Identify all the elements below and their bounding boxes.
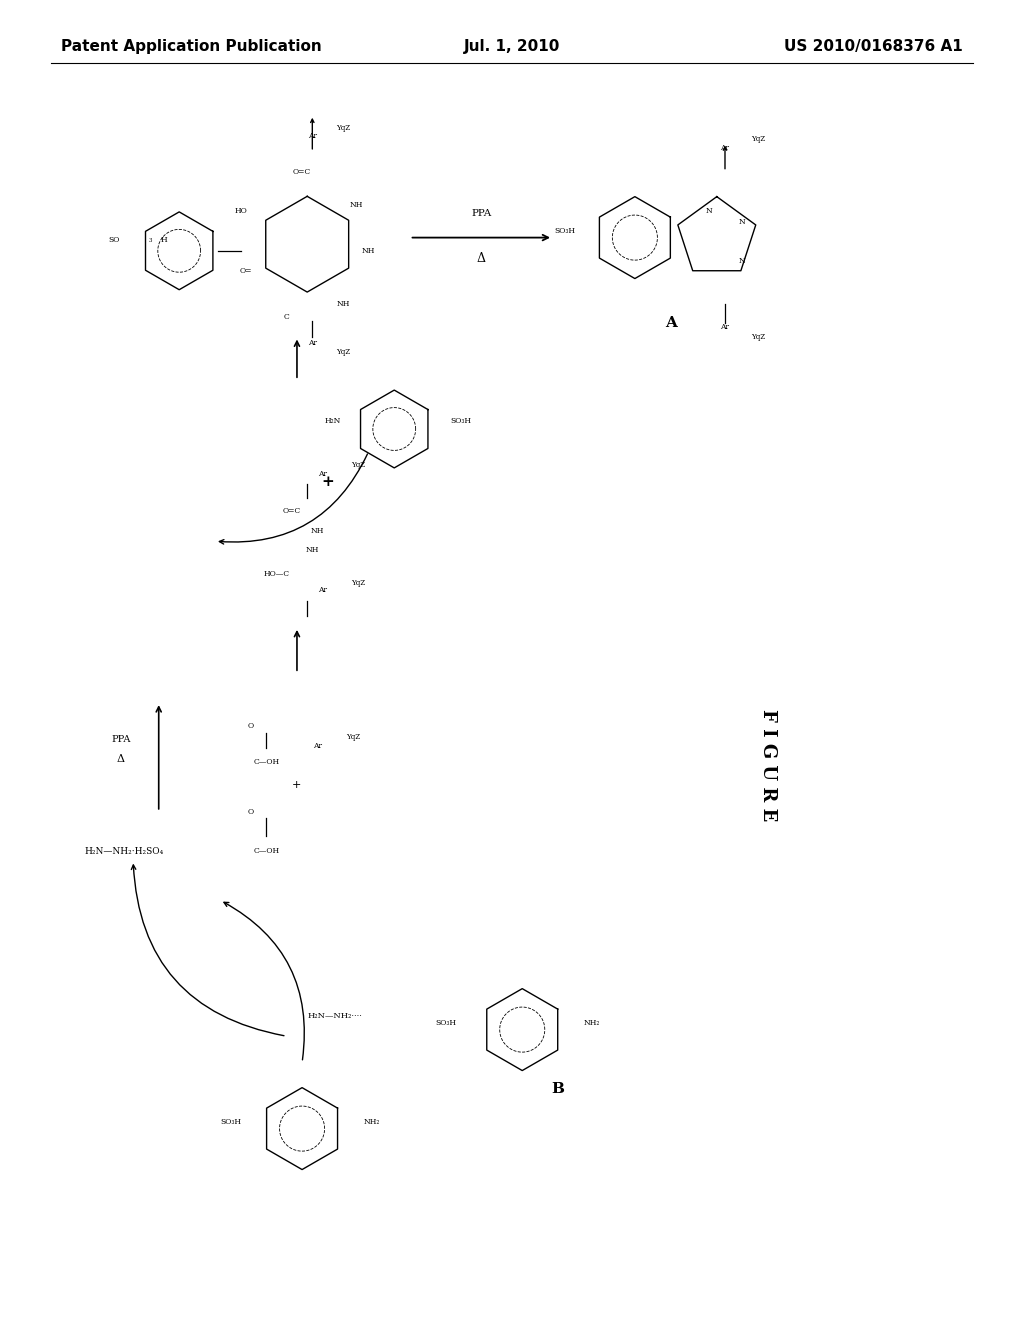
Text: SO₃H: SO₃H (451, 417, 471, 425)
Text: SO₃H: SO₃H (220, 1118, 241, 1126)
Text: NH: NH (310, 527, 325, 535)
Text: YqZ: YqZ (351, 461, 366, 469)
Text: C: C (284, 313, 290, 321)
Text: Ar: Ar (318, 586, 327, 594)
Text: A: A (665, 317, 677, 330)
Text: YqZ: YqZ (751, 135, 765, 143)
Text: Δ: Δ (117, 754, 125, 764)
Text: 3: 3 (148, 238, 152, 243)
Text: C—OH: C—OH (253, 758, 280, 766)
Text: YqZ: YqZ (346, 733, 360, 741)
Text: H₂N: H₂N (325, 417, 341, 425)
Text: NH₂: NH₂ (584, 1019, 600, 1027)
Text: HO—C: HO—C (263, 570, 290, 578)
Text: F I G U R E: F I G U R E (759, 709, 777, 822)
Text: YqZ: YqZ (751, 333, 765, 341)
Text: N: N (739, 257, 745, 265)
Text: YqZ: YqZ (351, 579, 366, 587)
Text: O: O (248, 722, 254, 730)
Text: Δ: Δ (477, 252, 485, 265)
Text: H: H (161, 236, 167, 244)
Text: B: B (552, 1082, 564, 1096)
Text: Ar: Ar (318, 470, 327, 478)
Text: O=C: O=C (293, 168, 311, 176)
Text: PPA: PPA (471, 210, 492, 218)
Text: US 2010/0168376 A1: US 2010/0168376 A1 (783, 38, 963, 54)
Text: N: N (739, 218, 745, 226)
Text: Jul. 1, 2010: Jul. 1, 2010 (464, 38, 560, 54)
Text: NH₂: NH₂ (364, 1118, 380, 1126)
Text: SO: SO (109, 236, 120, 244)
Text: +: + (322, 475, 334, 488)
Text: N: N (706, 207, 712, 215)
Text: Ar: Ar (721, 144, 729, 152)
Text: C—OH: C—OH (253, 847, 280, 855)
Text: H₂N—NH₂·H₂SO₄: H₂N—NH₂·H₂SO₄ (84, 847, 163, 855)
Text: YqZ: YqZ (336, 348, 350, 356)
Text: PPA: PPA (112, 735, 130, 743)
Text: SO₃H: SO₃H (435, 1019, 456, 1027)
Text: +: + (292, 780, 302, 791)
Text: Ar: Ar (308, 339, 316, 347)
Text: Ar: Ar (721, 323, 729, 331)
Text: NH: NH (361, 247, 376, 255)
Text: H₂N—NH₂····: H₂N—NH₂···· (307, 1012, 362, 1020)
Text: Ar: Ar (308, 132, 316, 140)
Text: Ar: Ar (313, 742, 322, 750)
Text: NH: NH (349, 201, 364, 209)
Text: NH: NH (305, 546, 319, 554)
Text: SO₃H: SO₃H (555, 227, 575, 235)
Text: O: O (248, 808, 254, 816)
Text: YqZ: YqZ (336, 124, 350, 132)
Text: Patent Application Publication: Patent Application Publication (61, 38, 323, 54)
Text: HO: HO (234, 207, 247, 215)
Text: NH: NH (336, 300, 350, 308)
Text: O=: O= (240, 267, 252, 275)
Text: O=C: O=C (283, 507, 301, 515)
